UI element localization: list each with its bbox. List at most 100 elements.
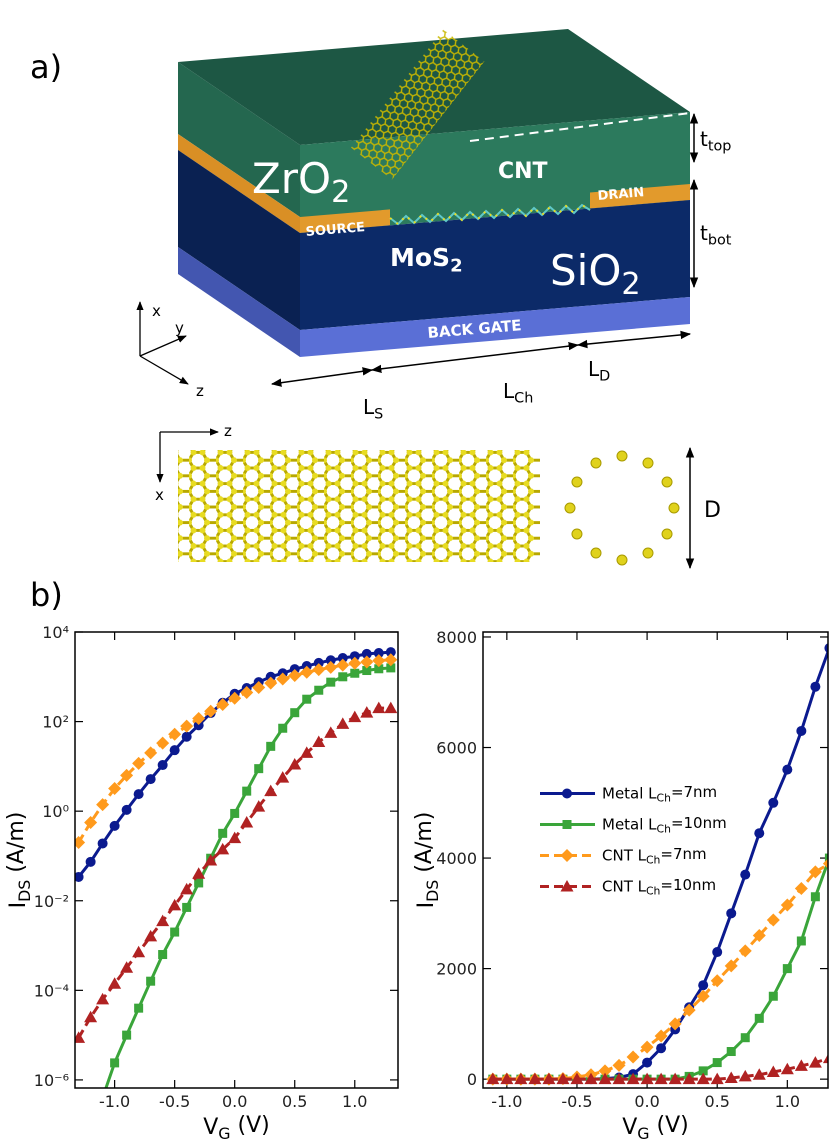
legend-label-text: CNT L <box>602 878 647 896</box>
x-tick-label: 1.0 <box>775 1092 800 1111</box>
nanotube <box>156 428 695 570</box>
y-tick-label: 10⁻⁴ <box>34 981 69 1000</box>
x-axis-label: VG (V) <box>203 1113 270 1143</box>
lch-arrow <box>370 341 580 374</box>
marker <box>325 655 336 666</box>
marker <box>230 808 240 818</box>
marker <box>145 774 156 785</box>
plot-frame <box>74 631 399 1089</box>
cnt-tube <box>351 29 485 180</box>
marker <box>276 771 290 783</box>
atom <box>616 450 628 462</box>
label-t-top: ttop <box>700 127 731 154</box>
marker <box>560 880 574 892</box>
x-axis-label-sub: G <box>218 1124 230 1143</box>
panel-label: b) <box>30 576 63 614</box>
marker <box>386 663 396 673</box>
cnt-on-top <box>351 29 485 180</box>
atom <box>616 554 628 566</box>
marker <box>278 723 288 733</box>
marker <box>84 815 98 829</box>
marker <box>752 1068 766 1080</box>
atom <box>642 457 654 469</box>
marker <box>288 668 302 682</box>
label-zro2: ZrO2 <box>252 154 350 210</box>
marker <box>710 974 724 988</box>
y-tick-label: 10² <box>42 713 69 732</box>
marker <box>500 1072 514 1085</box>
x-tick-label: -0.5 <box>561 1092 592 1111</box>
x-tick-label: 0.0 <box>222 1092 247 1111</box>
marker <box>192 712 206 726</box>
marker <box>110 1058 120 1068</box>
marker <box>528 1072 542 1085</box>
marker <box>654 1029 668 1043</box>
marker <box>264 784 278 797</box>
marker <box>740 1033 750 1043</box>
marker <box>218 828 228 838</box>
marker <box>385 647 396 658</box>
label-sio2-sub: 2 <box>621 267 640 302</box>
marker <box>542 1072 556 1085</box>
marker <box>712 947 723 958</box>
marker <box>754 1013 764 1023</box>
marker <box>640 1040 654 1054</box>
marker <box>384 701 398 714</box>
marker <box>626 1050 640 1064</box>
marker <box>612 1072 626 1085</box>
marker <box>738 944 752 958</box>
label-t-bot: tbot <box>700 221 732 248</box>
marker <box>372 701 386 714</box>
marker <box>796 936 806 946</box>
y-tick-label: 10⁻⁶ <box>34 1071 69 1090</box>
label-mos2: MoS2 <box>390 243 463 276</box>
source-side <box>178 134 300 233</box>
x-tick-label: -0.5 <box>159 1092 190 1111</box>
marker <box>180 882 194 895</box>
marker <box>313 657 324 668</box>
marker <box>242 786 252 796</box>
marker <box>782 964 792 974</box>
legend-label: Metal LCh=10nm <box>602 814 727 836</box>
marker <box>348 710 362 723</box>
marker <box>264 676 278 690</box>
marker <box>682 1003 696 1017</box>
series-line <box>104 666 391 1088</box>
marker <box>252 681 266 695</box>
tube-cross-section <box>564 450 680 566</box>
marker <box>698 980 709 991</box>
x-axis-label-text: V <box>622 1115 637 1140</box>
marker <box>824 853 828 863</box>
marker <box>822 1054 828 1064</box>
x-tick-label: -1.0 <box>491 1092 522 1111</box>
marker <box>712 1058 722 1068</box>
legend-label-sub: Ch <box>646 885 660 898</box>
marker <box>312 735 326 748</box>
marker <box>120 768 134 782</box>
marker <box>696 1072 710 1085</box>
legend-label: CNT LCh=10nm <box>602 876 716 898</box>
legend-label-text: CNT L <box>602 847 647 865</box>
drain-contact <box>590 184 690 209</box>
marker <box>170 927 180 937</box>
source-contact <box>300 209 390 233</box>
marker <box>738 1069 752 1082</box>
marker <box>300 746 314 758</box>
label-mos2-sub: 2 <box>450 255 463 276</box>
atom <box>661 528 673 540</box>
marker <box>808 1056 822 1068</box>
marker <box>362 666 372 676</box>
label-lch-sub: Ch <box>514 390 533 406</box>
legend-label: Metal LCh=7nm <box>602 783 717 805</box>
plot-area <box>75 647 398 1088</box>
label-lch-text: L <box>503 379 515 403</box>
marker <box>254 764 264 774</box>
marker <box>824 643 828 653</box>
label-ld-text: L <box>588 357 600 381</box>
y-tick-label: 2000 <box>436 960 477 979</box>
marker <box>768 991 778 1001</box>
y-axis-label-sub: DS <box>423 880 442 902</box>
label-sio2: SiO2 <box>550 246 641 302</box>
marker <box>374 664 384 674</box>
